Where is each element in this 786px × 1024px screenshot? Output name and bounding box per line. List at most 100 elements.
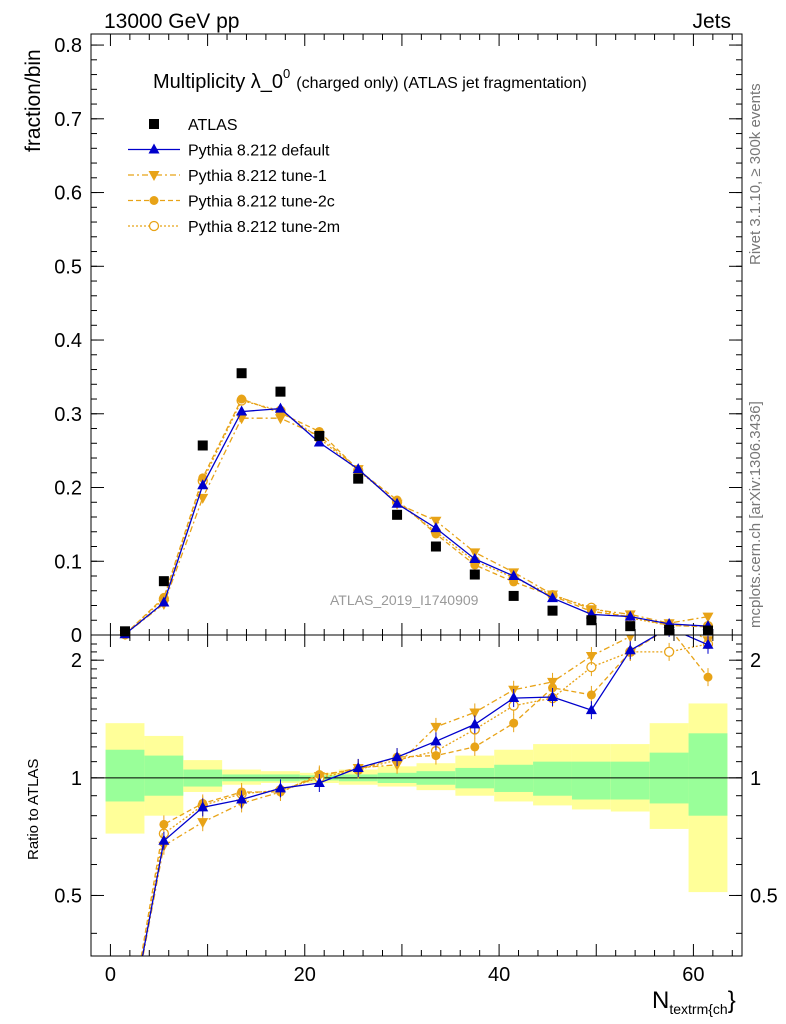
main-data-point [547,605,558,616]
main-data-point [274,414,286,425]
ratio-data-point [469,708,481,719]
ratio-series-line [140,635,709,956]
ratio-plot: 0.5 0.51 12 20 20 40 60 [54,635,778,986]
ratio-series-1 [142,635,714,956]
ratio-data-point [469,718,481,729]
ratio-data-point [197,818,209,829]
main-data-point [469,569,480,580]
ratio-ytick-label-right: 0.5 [750,885,778,907]
band-inner [610,761,650,800]
band-inner [688,733,728,816]
main-data-point [625,621,636,632]
main-data-point [274,402,286,413]
ratio-data-point [547,691,559,702]
main-data-point [236,405,248,416]
header-right: Jets [692,10,731,33]
main-data-point [469,553,481,564]
legend-label: Pythia 8.212 tune-1 [188,168,327,185]
main-data-point [158,576,169,587]
main-data-point [275,386,286,397]
legend-marker [148,220,160,232]
ratio-series-line [141,643,709,956]
main-data-point [392,509,403,520]
main-ytick-label: 0.2 [54,478,82,500]
legend-marker [148,143,160,154]
band-inner [494,764,534,792]
main-data-point [352,463,364,474]
main-ytick-label: 0.4 [54,330,82,352]
main-data-point [702,625,713,636]
x-tick-label: 0 [105,964,116,986]
ratio-data-point [352,761,364,772]
ratio-ytick-label: 2 [71,650,82,672]
ratio-data-point [313,776,325,787]
ratio-data-point [624,644,636,655]
ratio-data-point [431,751,441,761]
band-inner [144,755,184,796]
ratio-series-2 [140,635,713,956]
ratio-data-point [585,651,597,662]
main-ytick-label: 0.7 [54,109,82,131]
main-ytick-label: 0.8 [54,35,82,57]
main-data-point [237,394,247,404]
ratio-frame [90,634,743,957]
ratio-ylabel: Ratio to ATLAS [25,759,42,860]
main-data-point [430,522,442,533]
main-data-point [197,493,209,504]
x-tick-label: 40 [488,964,510,986]
main-series-line [124,417,709,635]
ratio-ytick-label-right: 2 [750,650,761,672]
main-data-point [664,624,675,635]
legend-marker [149,196,159,205]
ratio-content [91,635,742,956]
band-inner [105,749,145,802]
ratio-data-point [236,793,248,804]
main-data-point [702,612,714,623]
main-data-point [547,592,559,603]
legend-marker [149,119,159,129]
x-tick-label: 20 [294,964,316,986]
main-ytick-label: 0.5 [54,256,82,278]
ratio-ytick-label: 1 [71,768,82,790]
ratio-data-point [508,692,520,703]
main-title: Multiplicity λ_00(charged only) (ATLAS j… [153,66,587,93]
ratio-data-point [430,722,442,733]
ratio-data-point [703,672,713,682]
main-data-point [624,610,636,621]
band-inner [533,761,572,796]
main-data-point [508,590,519,601]
ratio-data-point [663,646,675,658]
main-data-point [236,368,247,379]
ratio-series-line [142,635,709,956]
main-series-line [124,407,709,635]
main-data-point [313,436,325,447]
main-data-point [508,570,520,581]
main-data-point [197,479,209,490]
main-data-point [353,473,364,484]
ratio-data-point [470,742,480,752]
ratio-data-point [274,782,286,793]
main-plot: 0 0.1 0.2 0.3 0.4 0.5 0.6 0.7 0.8 [54,34,742,647]
main-data-point [586,615,597,626]
legend-label: ATLAS [188,117,238,134]
ratio-ytick-label: 0.5 [54,885,82,907]
main-data-point [120,626,131,637]
ratio-data-point [547,677,559,688]
main-data-point [197,440,208,451]
main-ylabel: fraction/bin [22,49,45,152]
legend: ATLAS Pythia 8.212 default Pythia 8.212 tu… [128,117,340,236]
main-data-point [158,596,170,607]
ratio-ytick-label-right: 1 [750,768,761,790]
ratio-data-point [158,834,170,845]
ratio-data-point [509,718,519,728]
main-data-point [430,541,441,552]
main-series-line [124,398,709,635]
rivet-label: Rivet 3.1.10, ≥ 300k events [747,83,764,265]
band-inner [571,761,611,800]
main-ytick-label: 0 [71,625,82,647]
ratio-data-point [197,801,209,812]
ratio-data-point [159,819,169,829]
main-data-point [391,497,403,508]
ratio-series-3 [141,635,714,956]
